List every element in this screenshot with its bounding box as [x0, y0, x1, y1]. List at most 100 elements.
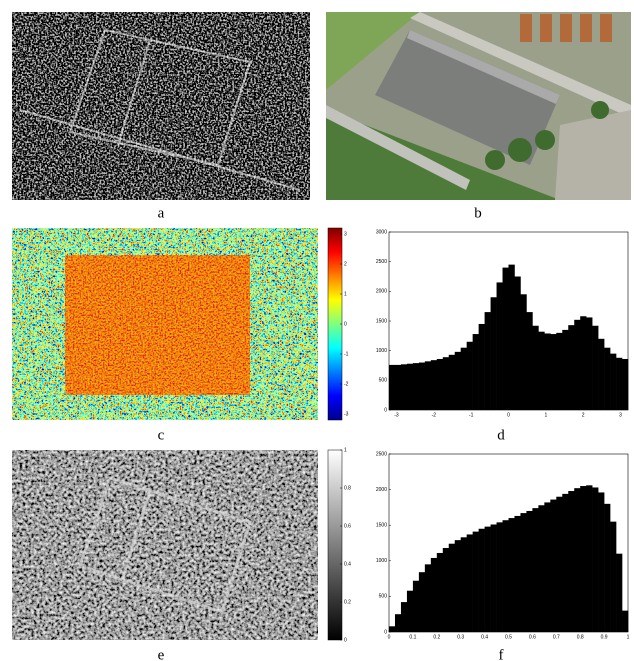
x-tick-label: 0.8	[577, 634, 584, 640]
x-tick-label: 0.1	[409, 634, 416, 640]
histogram-bar	[526, 312, 533, 410]
y-tick-label: 1500	[376, 523, 387, 529]
histogram-bar	[442, 547, 450, 632]
histogram-bar	[556, 496, 563, 632]
colorbar-tick-label: -2	[344, 381, 349, 387]
histogram-bar	[418, 572, 426, 632]
histogram-bar	[508, 264, 515, 410]
histogram-bar	[562, 493, 569, 632]
histogram-bar	[556, 332, 563, 410]
histogram-bar	[466, 534, 473, 632]
histogram-bar	[586, 485, 593, 632]
histogram-bar	[580, 486, 587, 632]
colorbar-tick-label: -1	[344, 351, 349, 357]
x-tick-label: 0	[507, 412, 510, 418]
histogram-bar	[406, 363, 414, 410]
histogram-bar	[616, 357, 623, 410]
histogram-bar	[514, 276, 521, 410]
histogram-bar	[574, 488, 581, 632]
y-tick-label: 3000	[376, 229, 387, 235]
y-tick-label: 2500	[376, 259, 387, 265]
image-b	[326, 12, 631, 200]
colorbar-tick-label: 3	[344, 231, 347, 237]
x-tick-label: 1	[544, 412, 547, 418]
y-tick-label: 2500	[376, 451, 387, 457]
x-tick-label: 1	[627, 634, 630, 640]
histogram-bar	[622, 610, 629, 632]
histogram-bar	[574, 319, 581, 410]
colorbar-tick-label: 0.8	[344, 485, 351, 491]
histogram-bar	[502, 520, 509, 632]
histogram-bar	[460, 537, 467, 632]
histogram-bar	[610, 353, 617, 410]
histogram-bar	[568, 325, 575, 410]
histogram-bar	[412, 363, 420, 410]
histogram-bar	[394, 614, 402, 632]
histogram-bar	[520, 294, 527, 410]
histogram-bar	[592, 325, 599, 410]
histogram-bar	[490, 297, 497, 410]
x-tick-label: 3	[619, 412, 622, 418]
y-tick-label: 1500	[376, 318, 387, 324]
histogram-bar	[442, 357, 450, 410]
histogram-bar	[484, 526, 491, 632]
histogram-bar	[562, 329, 569, 410]
histogram-bar	[514, 515, 521, 632]
histogram-bar	[538, 505, 545, 632]
colorbar-tick-label: 0.4	[344, 561, 351, 567]
y-tick-label: 500	[379, 378, 388, 384]
histogram-bar	[478, 528, 485, 632]
image-a	[12, 12, 310, 200]
histogram-bar	[496, 522, 503, 632]
histogram-bar	[598, 492, 605, 632]
histogram-bar	[586, 317, 593, 410]
colorbar-c	[327, 227, 343, 421]
panel-label: d	[497, 427, 505, 443]
x-tick-label: 0.5	[505, 634, 512, 640]
colorbar-tick-label: -3	[344, 411, 349, 417]
image-c	[12, 228, 318, 420]
histogram-bar	[622, 358, 629, 410]
histogram-bar	[544, 333, 551, 410]
x-tick-label: 0.4	[481, 634, 488, 640]
colorbar-tick-label: 1	[344, 447, 347, 453]
histogram-bar	[454, 540, 461, 632]
histogram-bar	[496, 282, 503, 410]
x-tick-label: 0	[388, 634, 391, 640]
histogram-bar	[610, 521, 617, 632]
histogram-bar	[604, 347, 611, 410]
histogram-bar	[400, 602, 408, 632]
histogram-bar	[436, 552, 444, 632]
histogram-bar	[532, 508, 539, 632]
histogram-bar	[454, 351, 461, 410]
histogram-bar	[389, 364, 396, 410]
histogram-bar	[508, 518, 515, 632]
panel-label: b	[474, 205, 482, 221]
histogram-bar	[424, 361, 432, 410]
panel-label: f	[499, 647, 504, 661]
histogram-bar	[502, 267, 509, 410]
histogram-bar	[472, 531, 479, 632]
colorbar-tick-label: 2	[344, 261, 347, 267]
histogram-bar	[550, 499, 557, 632]
histogram-bar	[472, 334, 479, 410]
histogram-bar	[526, 510, 533, 632]
histogram-bar	[580, 316, 587, 410]
histogram-bar	[412, 580, 420, 632]
y-tick-label: 0	[384, 407, 387, 413]
y-tick-label: 2000	[376, 289, 387, 295]
histogram-bar	[430, 557, 438, 632]
histogram-bar	[544, 502, 551, 632]
histogram-bar	[598, 338, 605, 410]
histogram-bar	[430, 360, 438, 410]
panel-label: a	[158, 205, 165, 221]
histogram-bar	[448, 543, 456, 632]
colorbar-tick-label: 0	[344, 321, 347, 327]
histogram-bar	[532, 325, 539, 410]
histogram-bar	[484, 312, 491, 410]
x-tick-label: 0.2	[433, 634, 440, 640]
colorbar-tick-label: 0.2	[344, 599, 351, 605]
y-tick-label: 0	[384, 629, 387, 635]
histogram-bar	[418, 362, 426, 410]
